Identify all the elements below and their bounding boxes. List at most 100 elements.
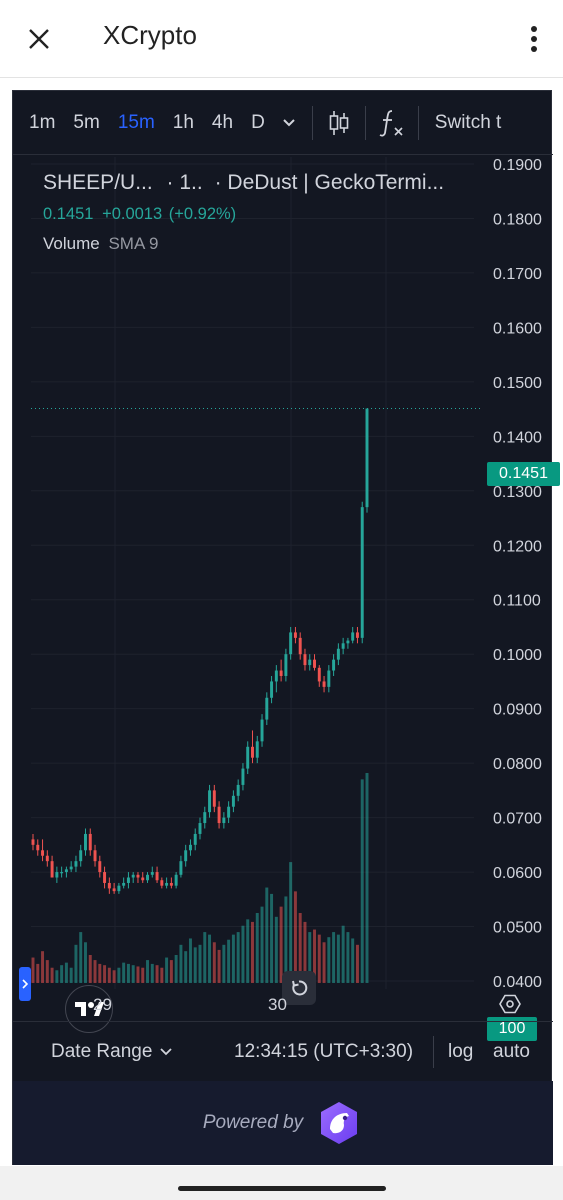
volume-bar <box>150 963 154 983</box>
last-price: 0.1451 <box>43 205 94 223</box>
date-range-button[interactable]: Date Range <box>51 1041 173 1063</box>
volume-bar <box>69 967 73 983</box>
candle-body <box>246 746 250 769</box>
volume-bar <box>74 944 78 983</box>
volume-bar <box>112 970 116 983</box>
auto-scale-toggle[interactable]: auto <box>493 1041 530 1062</box>
tradingview-logo-button[interactable] <box>65 985 113 1033</box>
volume-bar <box>203 932 207 983</box>
candle-body <box>60 872 64 874</box>
indicators-button[interactable] <box>378 107 406 139</box>
reset-chart-button[interactable] <box>282 971 316 1005</box>
price-tick-label: 0.0800 <box>493 756 542 773</box>
candle-body <box>79 850 83 862</box>
chart-area[interactable]: 0.1900 0.1800 0.1700 0.1600 0.1500 0.1400 0.13… <box>31 157 560 1041</box>
volume-bar <box>251 921 254 983</box>
volume-bar <box>88 955 92 983</box>
time-tick-30: 30 <box>268 995 287 1014</box>
candle-body <box>117 885 121 892</box>
candle-body <box>298 637 302 655</box>
volume-bar <box>303 921 307 983</box>
volume-bar <box>165 957 169 983</box>
price-change-line: 0.1451 +0.0013 (+0.92%) <box>43 205 444 224</box>
volume-bar <box>270 893 274 983</box>
volume-bar <box>41 951 45 983</box>
timeframe-1h[interactable]: 1h <box>172 111 194 133</box>
volume-legend[interactable]: Volume SMA 9 <box>43 234 444 254</box>
price-tick-label: 0.0700 <box>493 811 542 828</box>
candle-body <box>217 806 221 824</box>
time-axis[interactable]: 29 30 <box>13 989 553 1021</box>
volume-bar <box>98 963 102 983</box>
toolbar-divider <box>364 105 366 140</box>
candle-body <box>332 659 336 671</box>
timeframe-1m[interactable]: 1m <box>29 111 56 133</box>
candle-body <box>55 872 59 878</box>
volume-bar <box>131 965 135 983</box>
timeframe-dropdown[interactable] <box>278 112 300 134</box>
candle-body <box>146 874 149 881</box>
volume-bar <box>274 916 278 983</box>
volume-bar <box>341 925 345 983</box>
chart-type-button[interactable] <box>325 107 353 139</box>
chart-widget: 1m 5m 15m 1h 4h D <box>12 90 560 1165</box>
candle-body <box>98 861 102 873</box>
candle-body <box>122 882 126 886</box>
candle-body <box>336 648 340 660</box>
candle-body <box>150 872 154 875</box>
volume-bar <box>279 906 283 983</box>
volume-bar <box>198 944 202 983</box>
side-panel-toggle[interactable] <box>19 967 31 1001</box>
symbol-name: SHEEP/U... <box>43 171 153 194</box>
candle-body <box>188 844 192 851</box>
chart-bottom-bar: Date Range 12:34:15 (UTC+3:30) log auto <box>13 1021 553 1081</box>
timezone-clock[interactable]: 12:34:15 (UTC+3:30) <box>234 1041 414 1062</box>
volume-bar <box>31 957 35 983</box>
candle-body <box>141 877 145 881</box>
candle-body <box>260 719 264 742</box>
date-range-label: Date Range <box>51 1041 153 1062</box>
candle-body <box>112 888 116 892</box>
candle-body <box>346 640 350 644</box>
more-options-button[interactable] <box>525 20 543 58</box>
volume-bar <box>298 913 302 983</box>
candle-body <box>88 833 92 851</box>
volume-bar <box>93 960 97 983</box>
candle-body <box>360 507 364 638</box>
candle-body <box>64 869 68 873</box>
switch-button[interactable]: Switch t <box>434 111 502 133</box>
candle-body <box>293 632 297 638</box>
volume-bar <box>45 960 49 983</box>
volume-bar <box>222 944 226 983</box>
volume-bar <box>217 949 221 983</box>
volume-bar <box>208 934 212 983</box>
price-change-percent: (+0.92%) <box>168 205 237 223</box>
candle-body <box>212 790 216 807</box>
last-price-tag: 0.1451 <box>487 462 560 486</box>
chart-settings-button[interactable] <box>497 991 523 1017</box>
candle-body <box>270 681 274 698</box>
tradingview-logo-icon <box>75 1002 104 1016</box>
symbol-line[interactable]: SHEEP/U... · 1.. · DeDust | GeckoTermi..… <box>43 171 444 195</box>
log-scale-toggle[interactable]: log <box>448 1041 474 1062</box>
timeframe-4h[interactable]: 4h <box>211 111 234 133</box>
timeframe-d[interactable]: D <box>251 111 265 133</box>
price-tick-label: 0.0500 <box>493 920 542 937</box>
candle-body <box>279 670 283 676</box>
volume-bar <box>184 951 188 983</box>
candle-body <box>317 667 321 682</box>
volume-bar <box>241 925 245 983</box>
volume-bar <box>103 965 107 983</box>
timeframe-15m[interactable]: 15m <box>117 111 155 133</box>
geckoterminal-logo-icon[interactable] <box>315 1099 363 1147</box>
close-button[interactable] <box>22 22 56 56</box>
candle-body <box>45 855 49 862</box>
volume-bar <box>136 966 140 983</box>
price-chart[interactable]: 0.1900 0.1800 0.1700 0.1600 0.1500 0.1400 0.13… <box>31 157 551 989</box>
home-indicator[interactable] <box>178 1186 386 1191</box>
price-tick-label: 0.1100 <box>493 593 541 610</box>
timeframe-5m[interactable]: 5m <box>73 111 100 133</box>
candle-body <box>351 632 355 641</box>
candle-body <box>107 882 111 889</box>
volume-bar <box>355 944 359 983</box>
